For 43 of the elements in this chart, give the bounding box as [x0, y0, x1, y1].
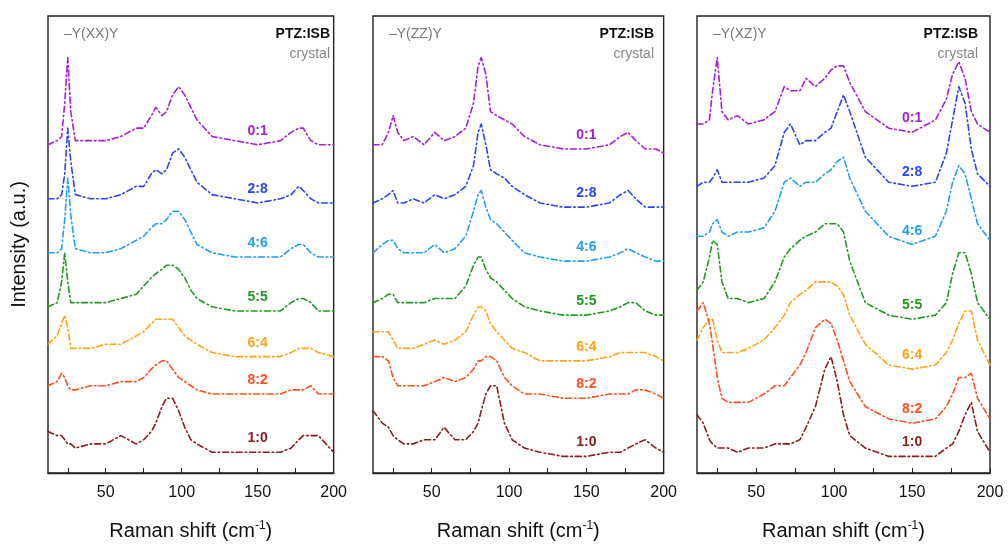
series-label: 4:6 [901, 221, 923, 238]
x-tick-label: 100 [168, 482, 196, 500]
series-label: 2:8 [901, 163, 923, 180]
annotation: crystal [613, 45, 654, 61]
series-label: 2:8 [576, 184, 597, 201]
x-tick-label: 50 [96, 482, 115, 500]
series-label: 4:6 [247, 233, 269, 250]
x-tick-label: 200 [976, 482, 1004, 500]
x-tick-label: 50 [747, 482, 766, 500]
series-label: 1:0 [576, 433, 597, 450]
x-tick-label: 200 [320, 482, 348, 500]
series-label: 2:8 [247, 179, 269, 196]
text: PTZ:ISB [923, 25, 979, 41]
series-label: 6:4 [576, 337, 597, 354]
series-label: 8:2 [901, 400, 923, 417]
series-label: 6:4 [247, 333, 269, 350]
series-label: 1:0 [901, 433, 923, 450]
series-label: 6:4 [901, 346, 923, 363]
series-label: 0:1 [247, 121, 269, 138]
text: PTZ:ISB [275, 25, 331, 41]
text: –Y(ZZ)Y [389, 25, 443, 41]
series-label: 4:6 [576, 238, 597, 255]
x-tick-label: 100 [820, 482, 848, 500]
series-label: 1:0 [247, 429, 269, 446]
series-label: 8:2 [247, 371, 269, 388]
text: PTZ:ISB [599, 25, 655, 41]
series-label: 0:1 [576, 125, 597, 142]
text: –Y(XZ)Y [713, 25, 768, 41]
x-tick-label: 150 [898, 482, 926, 500]
x-tick-label: 100 [495, 482, 523, 500]
annotation: crystal [289, 45, 330, 61]
x-tick-label: 150 [244, 482, 272, 500]
series-label: 5:5 [901, 296, 923, 313]
y-axis-title: Intensity (a.u.) [7, 181, 29, 308]
text: –Y(XX)Y [64, 25, 120, 41]
x-tick-label: 150 [573, 482, 600, 500]
series-label: 8:2 [576, 375, 597, 392]
series-label: 0:1 [901, 109, 923, 126]
x-tick-label: 200 [650, 482, 678, 500]
annotation: crystal [937, 45, 978, 61]
x-tick-label: 50 [422, 482, 441, 500]
series-label: 5:5 [247, 287, 269, 304]
series-label: 5:5 [576, 292, 597, 309]
